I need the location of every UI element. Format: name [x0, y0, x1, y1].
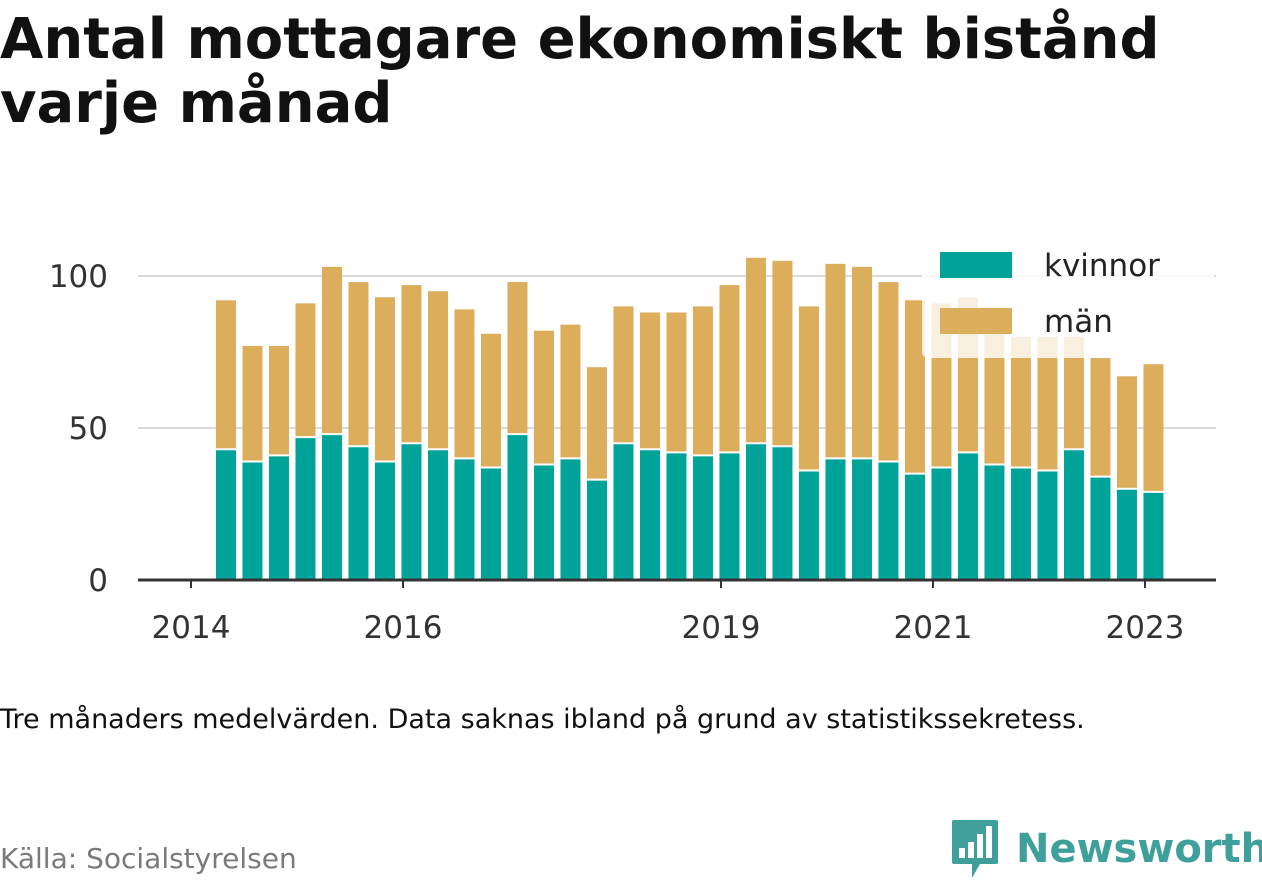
bar-man	[427, 291, 448, 450]
bar-kvinnor	[560, 458, 581, 580]
bar-man	[1063, 336, 1084, 450]
y-tick-label: 50	[69, 411, 108, 447]
bar-man	[1010, 336, 1031, 468]
bar-man	[878, 282, 899, 462]
bar-man	[295, 303, 316, 438]
chart-subtitle: Tre månaders medelvärden. Data saknas ib…	[0, 704, 1085, 735]
bar-man	[242, 345, 263, 462]
x-tick-label: 2021	[894, 610, 973, 646]
y-tick-label: 0	[88, 563, 108, 599]
bar-kvinnor	[295, 437, 316, 580]
bar-man	[560, 324, 581, 459]
x-axis: 2014 2016 2019 2021 2023	[138, 578, 1216, 646]
bar-kvinnor	[427, 449, 448, 580]
bar-man	[1037, 336, 1058, 471]
bar-man	[480, 333, 501, 468]
chart-title: Antal mottagare ekonomiskt bistånd varje…	[0, 7, 1160, 136]
bar-man	[745, 257, 766, 444]
source-note: Källa: Socialstyrelsen	[0, 842, 297, 875]
bar-kvinnor	[454, 458, 475, 580]
bar-man	[904, 300, 925, 474]
bar-kvinnor	[745, 443, 766, 580]
bar-kvinnor	[851, 458, 872, 580]
bar-man	[1143, 364, 1164, 492]
bar-kvinnor	[1143, 491, 1164, 580]
bar-kvinnor	[242, 461, 263, 580]
bar-man	[1090, 358, 1111, 477]
bar-kvinnor	[374, 461, 395, 580]
bar-kvinnor	[321, 434, 342, 580]
bar-kvinnor	[1010, 467, 1031, 580]
bar-kvinnor	[215, 449, 236, 580]
legend-swatch	[940, 252, 1012, 278]
x-tick-label: 2019	[682, 610, 761, 646]
bar-man	[825, 263, 846, 459]
bar-kvinnor	[984, 464, 1005, 580]
bar-kvinnor	[507, 434, 528, 580]
bar-man	[666, 312, 687, 453]
bar-kvinnor	[692, 455, 713, 580]
bar-kvinnor	[666, 452, 687, 580]
bar-man	[719, 285, 740, 453]
bar-kvinnor	[480, 467, 501, 580]
bar-kvinnor	[825, 458, 846, 580]
bar-kvinnor	[613, 443, 634, 580]
bar-kvinnor	[401, 443, 422, 580]
bar-man	[851, 266, 872, 459]
bar-kvinnor	[931, 467, 952, 580]
bar-man	[454, 309, 475, 459]
bar-kvinnor	[1037, 470, 1058, 580]
bar-man	[613, 306, 634, 444]
bar-man	[348, 282, 369, 447]
bar-man	[692, 306, 713, 456]
y-tick-label: 100	[49, 259, 108, 295]
bar-kvinnor	[798, 470, 819, 580]
bar-man	[215, 300, 236, 450]
bar-kvinnor	[719, 452, 740, 580]
bar-kvinnor	[639, 449, 660, 580]
legend: kvinnor män	[922, 236, 1214, 358]
brand: Newsworthy	[950, 818, 1262, 880]
legend-label: kvinnor	[1044, 248, 1160, 284]
bar-kvinnor	[878, 461, 899, 580]
bar-man	[401, 285, 422, 444]
x-tick-label: 2014	[152, 610, 231, 646]
x-tick-label: 2023	[1106, 610, 1185, 646]
bar-kvinnor	[904, 473, 925, 580]
bar-kvinnor	[1090, 476, 1111, 580]
bar-man	[533, 330, 554, 465]
bar-kvinnor	[1063, 449, 1084, 580]
bar-man	[321, 266, 342, 435]
bar-kvinnor	[1116, 488, 1137, 580]
legend-swatch	[940, 308, 1012, 334]
bar-man	[268, 345, 289, 456]
bar-kvinnor	[348, 446, 369, 580]
y-axis: 0 50 100	[49, 259, 108, 599]
bar-kvinnor	[772, 446, 793, 580]
bar-man	[772, 260, 793, 447]
legend-label: män	[1044, 304, 1113, 340]
bar-chart: 2014 2016 2019 2021 2023 0 50 100 kvinnor män	[48, 236, 1216, 646]
bar-man	[507, 282, 528, 435]
bar-kvinnor	[268, 455, 289, 580]
x-tick-label: 2016	[364, 610, 443, 646]
bars	[215, 257, 1164, 580]
bar-kvinnor	[957, 452, 978, 580]
bar-man	[798, 306, 819, 471]
bar-man	[374, 297, 395, 462]
bar-kvinnor	[533, 464, 554, 580]
bar-man	[1116, 376, 1137, 489]
bar-man	[586, 367, 607, 480]
brand-name: Newsworthy	[1016, 826, 1262, 872]
newsworthy-logo-icon	[952, 820, 998, 878]
bar-kvinnor	[586, 479, 607, 580]
bar-man	[639, 312, 660, 450]
